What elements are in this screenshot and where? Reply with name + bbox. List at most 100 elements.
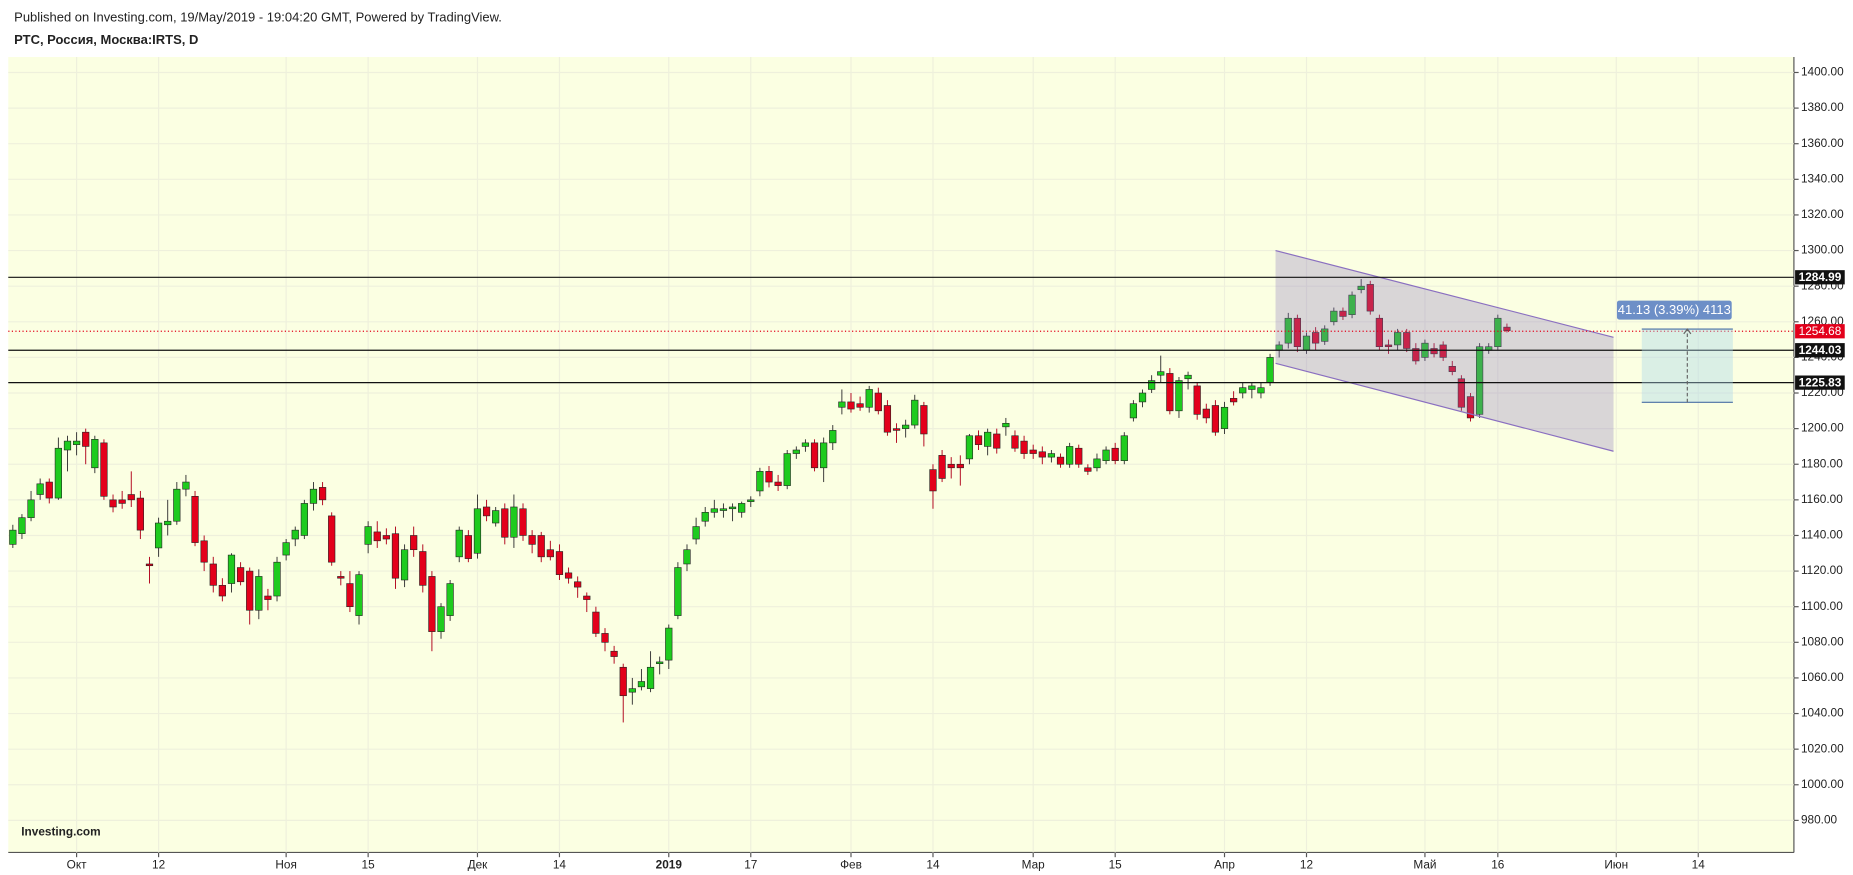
y-tick-label: 1040.00: [1801, 706, 1844, 720]
candle-body: [765, 471, 773, 483]
candle-body: [1457, 378, 1465, 408]
candle-body: [628, 688, 636, 693]
candle-body: [446, 583, 454, 616]
candle-body: [1430, 348, 1438, 355]
candle-body: [537, 535, 545, 558]
candle-body: [18, 517, 26, 534]
candle-body: [428, 576, 436, 632]
candle-body: [820, 442, 828, 469]
x-tick-label: 15: [362, 858, 376, 872]
level-tag: [1795, 343, 1845, 358]
candle-body: [1111, 447, 1119, 461]
candle-body: [300, 503, 308, 536]
candle-body: [346, 583, 354, 607]
candle-body: [1475, 346, 1484, 415]
candle-body: [355, 574, 363, 616]
candle-body: [583, 595, 591, 600]
candle-body: [1075, 447, 1083, 465]
x-tick-label: 12: [152, 858, 165, 872]
candle-body: [473, 508, 482, 554]
candle-body: [1321, 328, 1329, 342]
candle-body: [1448, 366, 1456, 372]
candle-body: [437, 606, 445, 632]
candle-body: [1102, 449, 1110, 461]
candle-body: [610, 650, 618, 657]
candle-body: [637, 681, 646, 688]
candle-body: [1066, 446, 1074, 465]
candle-body: [519, 508, 527, 536]
candle-body: [1412, 348, 1420, 362]
y-tick-label: 1320.00: [1801, 207, 1844, 221]
y-tick-label: 1020.00: [1801, 741, 1844, 755]
candle-body: [1020, 440, 1028, 454]
candle-body: [1266, 357, 1274, 383]
candle-body: [1494, 317, 1502, 348]
candle-body: [738, 503, 746, 513]
candle-body: [555, 551, 564, 575]
candle-body: [993, 433, 1001, 449]
channel-upper: [1275, 249, 1614, 338]
candle-body: [191, 495, 199, 543]
candle-body: [601, 633, 609, 643]
candle-body: [27, 499, 35, 518]
candle-body: [63, 440, 72, 451]
x-tick-label: 14: [553, 858, 567, 872]
page-title: Published on Investing.com, 19/May/2019 …: [14, 9, 502, 24]
x-tick-label: 12: [1300, 858, 1313, 872]
candle-body: [328, 515, 336, 563]
candle-body: [200, 540, 208, 563]
channel-lower: [1275, 362, 1614, 452]
candle-body: [920, 405, 928, 435]
measure-arrowhead: [1683, 328, 1692, 335]
level-label: 1284.99: [1799, 270, 1842, 284]
candle-body: [1029, 449, 1037, 454]
candle-body: [118, 499, 126, 504]
y-tick-label: 1120.00: [1801, 563, 1843, 577]
candle-body: [1002, 422, 1010, 428]
candle-body: [154, 522, 163, 549]
last-price-label: 1254.68: [1799, 324, 1842, 338]
candle-body: [419, 551, 427, 586]
candle-body: [1138, 392, 1147, 403]
candle-body: [1093, 458, 1101, 469]
y-tick-label: 1060.00: [1801, 670, 1844, 684]
candle-body: [883, 405, 892, 433]
candle-body: [1184, 374, 1192, 380]
candle-body: [1384, 344, 1393, 348]
candle-body: [810, 442, 819, 469]
candle-body: [145, 563, 154, 567]
y-tick-label: 1340.00: [1801, 171, 1844, 185]
candle-body: [1175, 380, 1183, 412]
candle-body: [956, 463, 964, 469]
y-tick-label: 1140.00: [1801, 528, 1843, 542]
level-label: 1225.83: [1799, 375, 1842, 389]
x-tick-label: Мар: [1022, 858, 1046, 872]
candle-body: [1193, 385, 1201, 415]
candle-body: [1330, 310, 1338, 323]
candle-body: [1056, 456, 1065, 465]
candle-body: [1129, 403, 1138, 419]
candle-body: [246, 570, 254, 611]
candle-body: [309, 488, 318, 504]
candle-body: [182, 481, 190, 490]
candle-body: [54, 447, 62, 499]
candle-body: [892, 428, 901, 431]
candle-body: [1084, 467, 1092, 472]
candle-body: [774, 481, 782, 486]
candle-body: [492, 510, 500, 524]
candle-body: [173, 488, 181, 522]
candle-body: [136, 497, 144, 531]
candle-body: [1466, 396, 1475, 419]
candle-body: [938, 455, 946, 479]
candle-body: [282, 542, 290, 556]
candle-body: [1293, 317, 1301, 348]
candle-body: [1011, 435, 1019, 449]
candle-body: [1394, 332, 1402, 346]
candle-body: [574, 581, 582, 588]
y-tick-label: 1200.00: [1801, 421, 1844, 435]
candle-body: [847, 401, 855, 410]
last-price-tag: [1795, 324, 1845, 339]
candle-body: [656, 661, 664, 664]
candle-body: [1439, 344, 1447, 358]
candle-body: [1148, 380, 1156, 390]
